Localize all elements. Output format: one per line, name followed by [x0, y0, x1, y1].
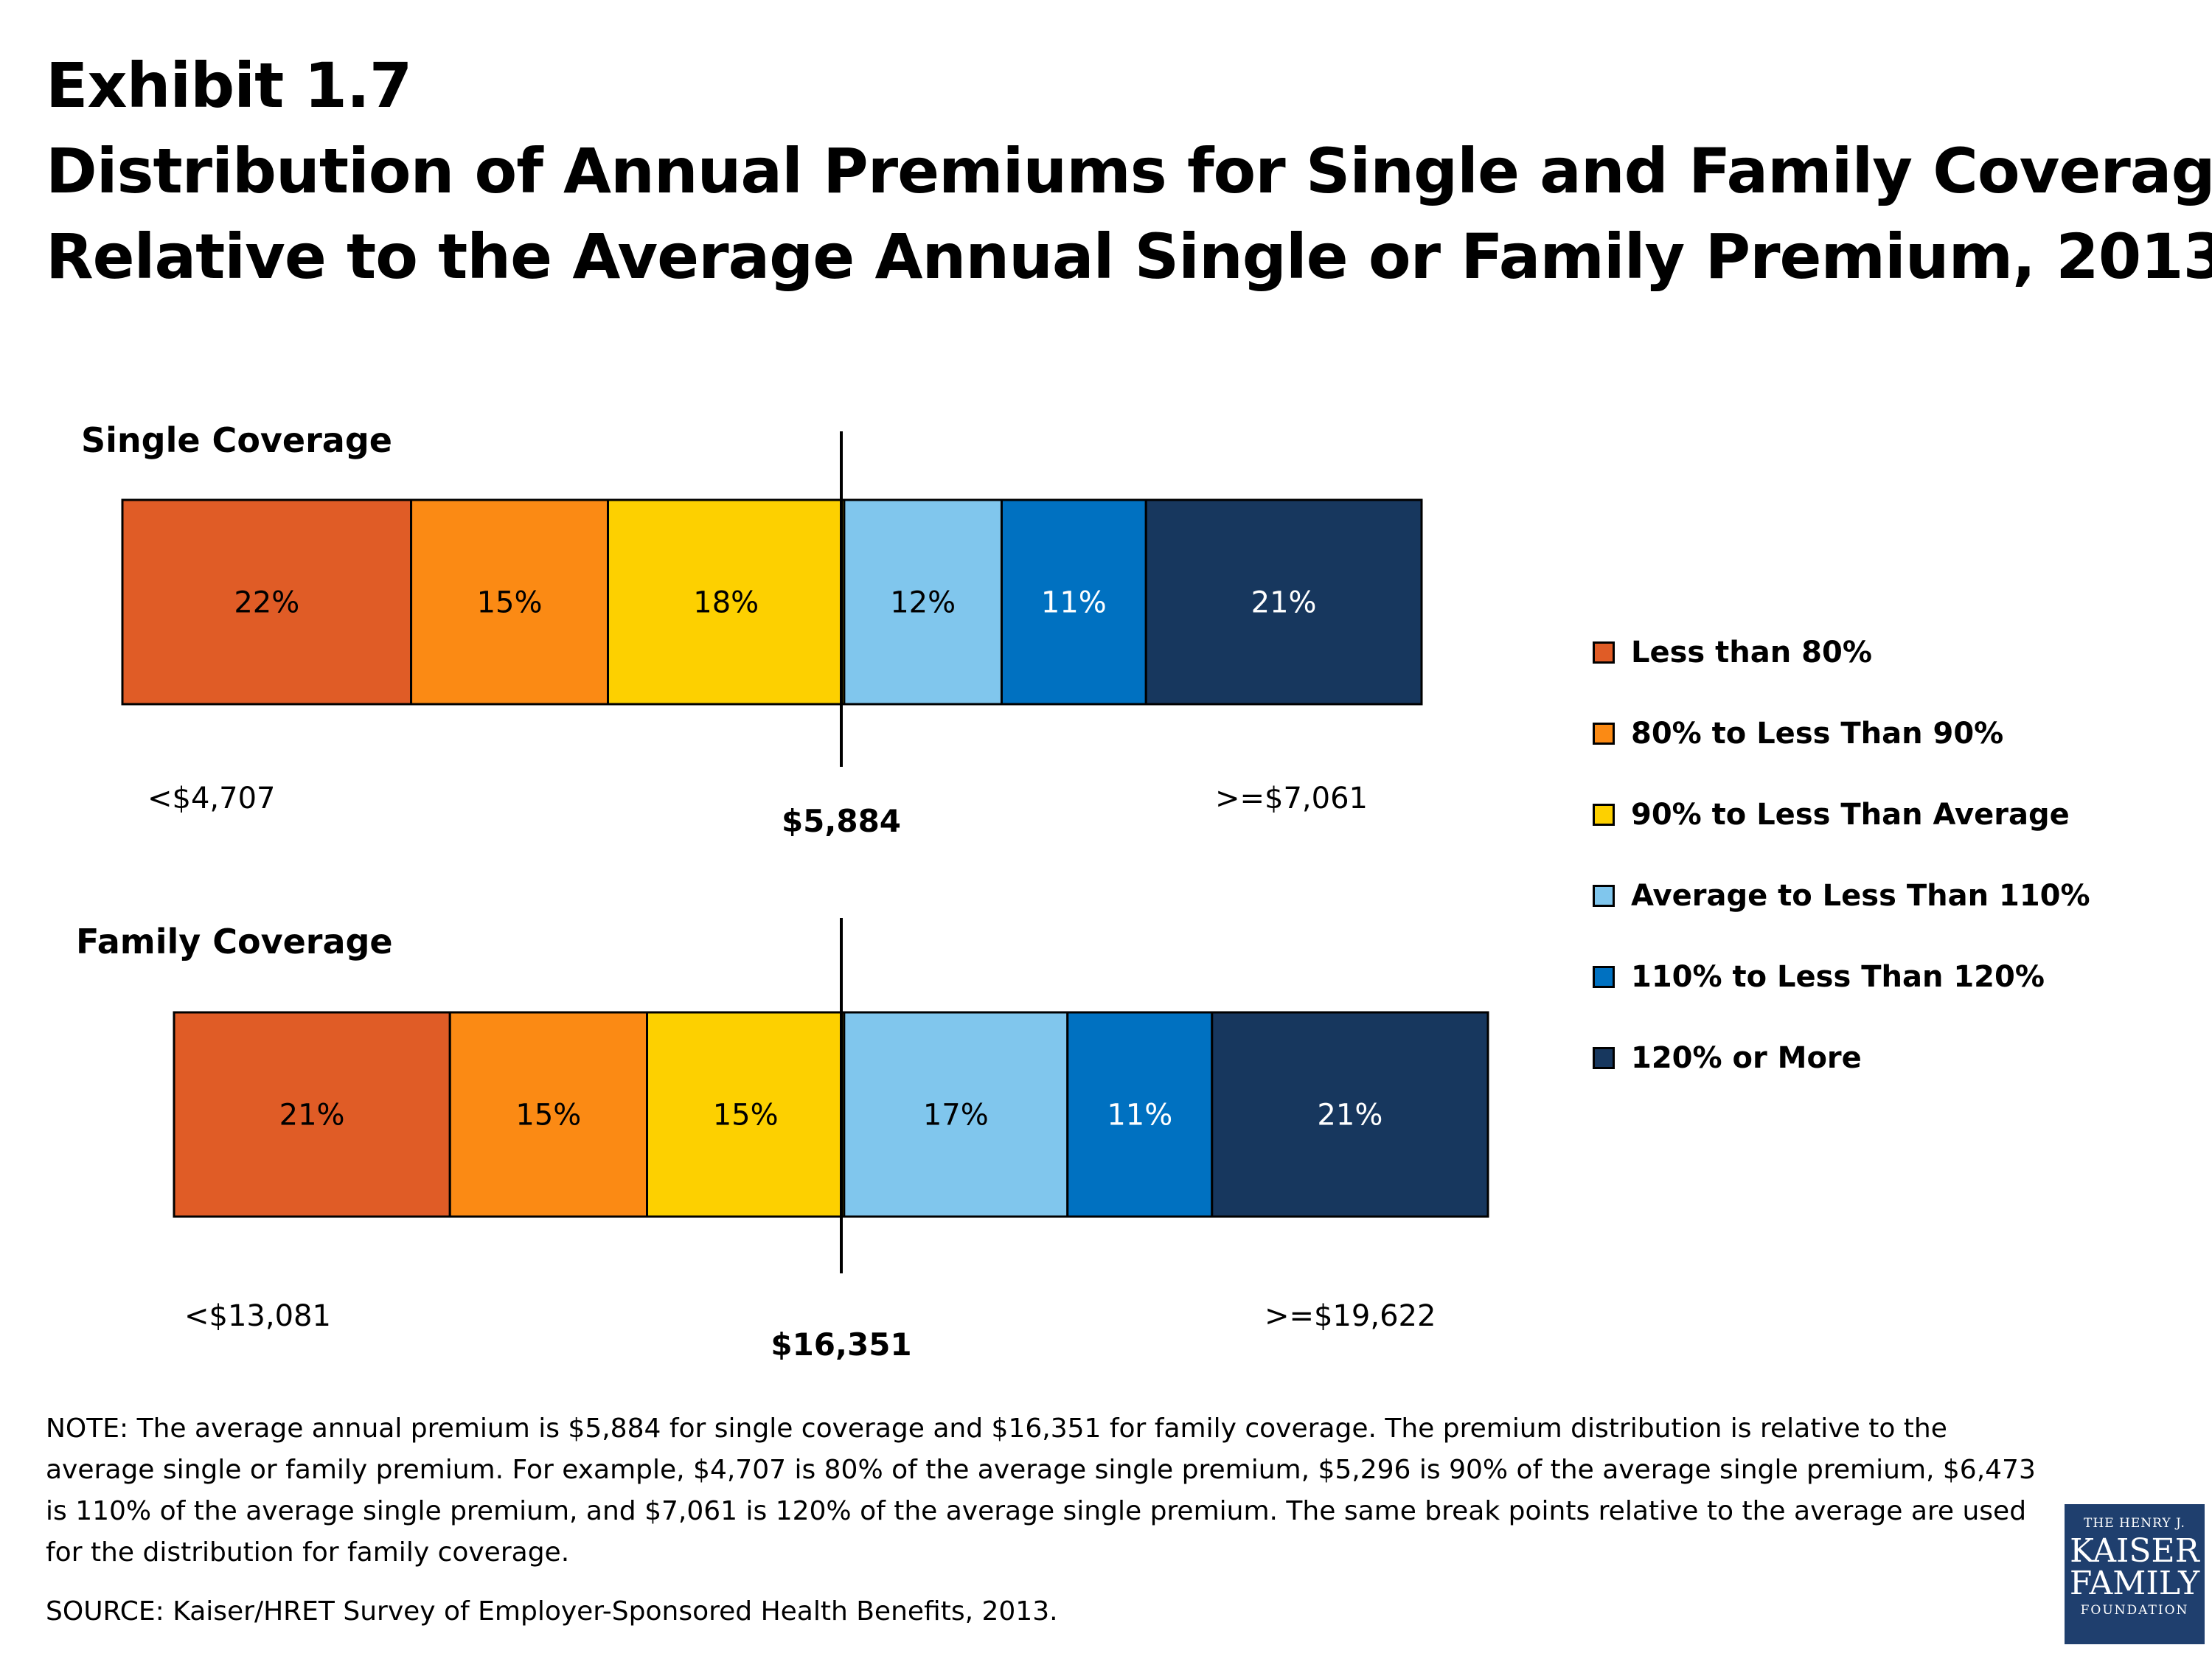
logo-line: FOUNDATION — [2080, 1603, 2189, 1618]
logo-line: FAMILY — [2069, 1565, 2200, 1602]
data-label: 11% — [1041, 586, 1107, 620]
bar-segment — [410, 498, 610, 706]
bar-segment — [843, 1011, 1069, 1218]
footnote: NOTE: The average annual premium is $5,8… — [46, 1413, 2036, 1568]
data-label: 21% — [1251, 586, 1317, 620]
data-label: 17% — [923, 1099, 989, 1133]
legend-item: 120% or More — [1593, 1018, 2090, 1099]
bar-segment — [607, 498, 846, 706]
legend-item: 110% to Less Than 120% — [1593, 936, 2090, 1018]
chart-title-line2: Relative to the Average Annual Single or… — [46, 220, 2212, 293]
legend-label: Less than 80% — [1631, 636, 1872, 669]
legend: Less than 80% 80% to Less Than 90% 90% t… — [1593, 612, 2090, 1099]
exhibit-number: Exhibit 1.7 — [46, 49, 412, 122]
legend-swatch — [1593, 885, 1615, 907]
data-label: 15% — [515, 1099, 581, 1133]
data-label: 12% — [890, 586, 956, 620]
legend-item: Average to Less Than 110% — [1593, 855, 2090, 936]
legend-swatch — [1593, 966, 1615, 988]
legend-label: 120% or More — [1631, 1041, 1862, 1075]
single-coverage-label: Single Coverage — [81, 420, 392, 460]
data-label: 11% — [1107, 1099, 1172, 1133]
kff-logo: THE HENRY J. KAISER FAMILY FOUNDATION — [2065, 1504, 2205, 1644]
bar-segment — [448, 1011, 649, 1218]
title-block: Exhibit 1.7 Distribution of Annual Premi… — [46, 43, 2212, 299]
average-label: $16,351 — [771, 1326, 911, 1363]
data-label: 18% — [693, 586, 759, 620]
legend-swatch — [1593, 723, 1615, 745]
legend-item: 80% to Less Than 90% — [1593, 693, 2090, 774]
legend-label: 80% to Less Than 90% — [1631, 717, 2004, 751]
bar-segment — [843, 498, 1003, 706]
legend-swatch — [1593, 1047, 1615, 1069]
legend-label: 110% to Less Than 120% — [1631, 960, 2045, 994]
low-threshold-label: <$4,707 — [147, 782, 275, 815]
family-coverage-label: Family Coverage — [76, 922, 393, 961]
bar-segment — [173, 1011, 451, 1218]
data-label: 21% — [279, 1099, 345, 1133]
logo-line: KAISER — [2070, 1532, 2199, 1570]
legend-swatch — [1593, 641, 1615, 664]
data-label: 22% — [234, 586, 299, 620]
stacked-bar-chart: 22% 15% 18% 12% 11% 21% <$4,707 >=$7,061 $5,884 2… — [121, 431, 1489, 1363]
data-label: 15% — [713, 1099, 779, 1133]
high-threshold-label: >=$19,622 — [1265, 1299, 1436, 1333]
low-threshold-label: <$13,081 — [184, 1299, 331, 1333]
data-label: 21% — [1317, 1099, 1382, 1133]
legend-label: 90% to Less Than Average — [1631, 798, 2070, 832]
legend-swatch — [1593, 804, 1615, 826]
legend-item: Less than 80% — [1593, 612, 2090, 693]
bar-segment — [1000, 498, 1147, 706]
legend-item: 90% to Less Than Average — [1593, 774, 2090, 855]
logo-line: THE HENRY J. — [2084, 1516, 2185, 1531]
legend-label: Average to Less Than 110% — [1631, 879, 2090, 913]
bar-segment — [646, 1011, 846, 1218]
bar-segment — [1144, 498, 1423, 706]
bar-segment — [1066, 1011, 1214, 1218]
chart-title-line1: Distribution of Annual Premiums for Sing… — [46, 135, 2212, 207]
source-note: SOURCE: Kaiser/HRET Survey of Employer-S… — [46, 1596, 1058, 1627]
high-threshold-label: >=$7,061 — [1215, 782, 1368, 815]
bar-segment — [121, 498, 413, 706]
bar-segment — [1211, 1011, 1489, 1218]
data-label: 15% — [477, 586, 543, 620]
average-label: $5,884 — [782, 803, 901, 839]
